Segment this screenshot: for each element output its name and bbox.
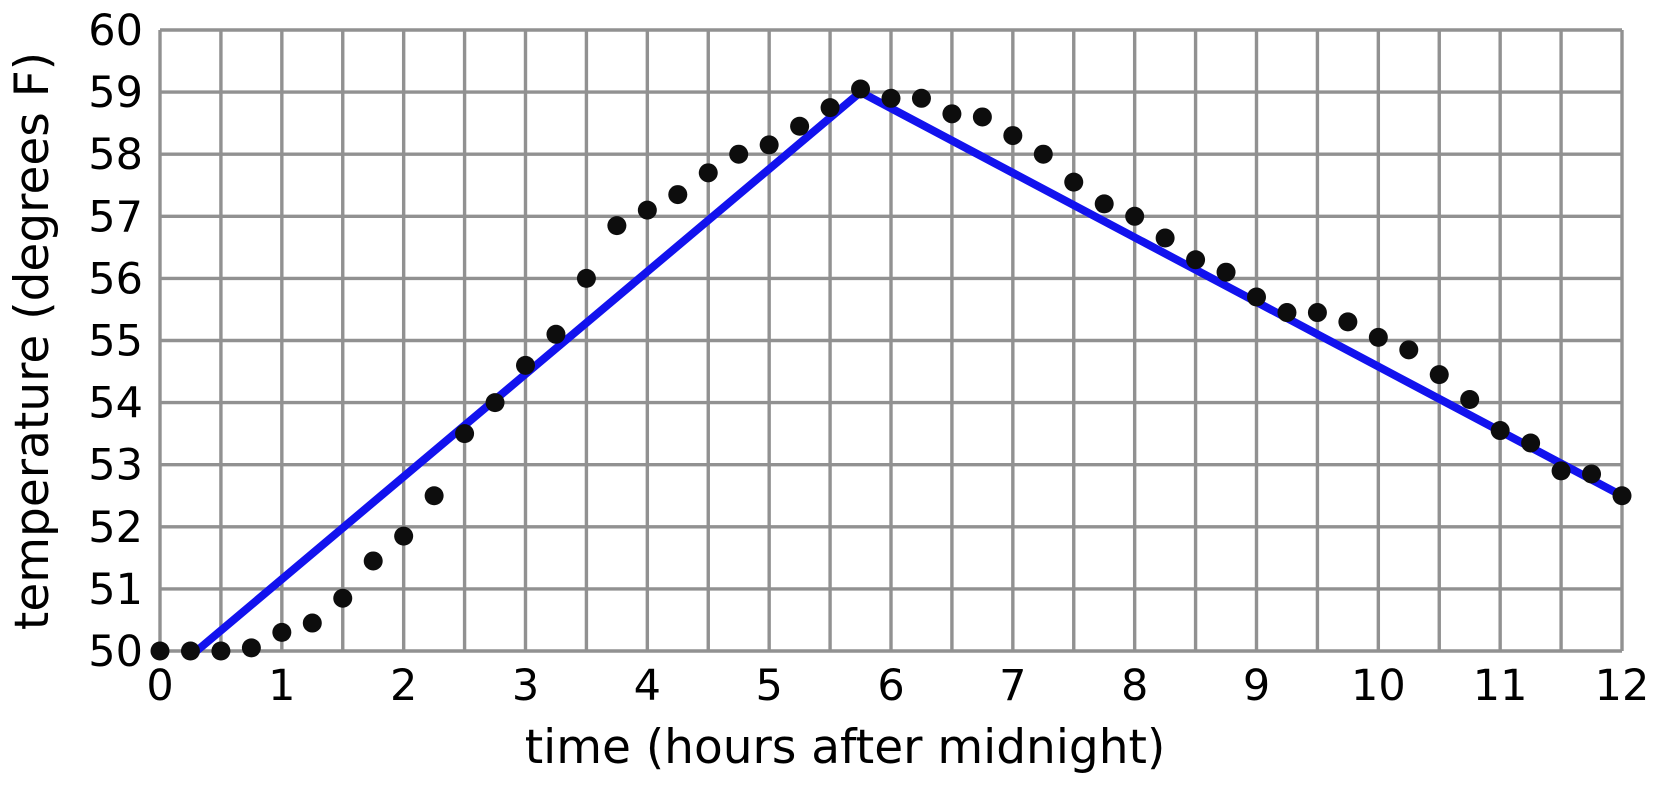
data-point [1094,194,1114,214]
data-point [211,641,231,661]
data-point [1521,433,1541,453]
data-point [881,88,901,108]
data-point [637,200,657,220]
x-tick-label: 8 [1121,661,1148,711]
data-point [1368,327,1388,347]
data-point [546,324,566,344]
x-axis-title: time (hours after midnight) [525,720,1166,775]
x-tick-label: 11 [1473,661,1528,711]
y-tick-label: 52 [88,503,143,553]
data-point [759,135,779,155]
data-point [668,185,688,205]
model-line-layer [193,87,1624,655]
y-tick-label: 60 [88,6,143,56]
data-point [851,79,871,99]
data-point [394,526,414,546]
x-tick-label: 4 [634,661,661,711]
data-point [1551,461,1571,481]
data-point [1338,312,1358,332]
data-point [729,144,749,164]
y-tick-label: 51 [88,565,143,615]
data-point [333,588,353,608]
data-point [150,641,170,661]
data-point [424,486,444,506]
data-point [1003,126,1023,146]
y-tick-label: 57 [88,192,143,242]
data-point [1399,340,1419,360]
data-point [1490,421,1510,441]
data-point [1247,287,1266,307]
x-tick-label: 6 [877,661,904,711]
data-point [302,613,322,633]
x-tick-label: 3 [512,661,539,711]
data-point [1155,228,1175,248]
data-point [698,163,718,183]
x-tick-label: 0 [146,661,173,711]
model-line [193,87,1624,655]
x-tick-label: 5 [755,661,782,711]
y-tick-label: 50 [88,627,143,677]
data-point [363,551,383,571]
data-point [272,622,292,642]
data-point [1064,172,1084,192]
y-tick-label: 53 [88,441,143,491]
y-axis-title: temperature (degrees F) [5,52,60,630]
data-point [972,107,992,127]
data-point [1612,486,1632,506]
data-point [911,88,931,108]
plot-grid [158,28,1624,653]
data-point [241,638,261,658]
y-tick-label: 56 [88,254,143,304]
x-tick-label: 9 [1243,661,1270,711]
y-tick-label: 58 [88,130,143,180]
data-point [1277,303,1297,323]
data-point [455,424,475,444]
data-point [1307,303,1327,323]
data-point [485,393,505,413]
y-tick-label: 54 [88,379,143,429]
x-tick-label: 1 [268,661,295,711]
x-axis-tick-labels: 0 1 2 3 4 5 6 7 8 9 10 11 12 [146,661,1649,711]
data-point [942,104,962,124]
data-point [1216,262,1236,282]
data-point [1582,464,1602,484]
y-axis-tick-labels: 50 51 52 53 54 55 56 57 58 59 60 [88,6,143,677]
data-point [1429,365,1449,385]
y-tick-label: 55 [88,317,143,367]
scatter-points-layer [150,79,1632,661]
data-point [1460,389,1480,409]
x-tick-label: 2 [390,661,417,711]
data-point [1186,250,1206,270]
data-point [516,355,535,375]
data-point [180,641,200,661]
data-point [790,116,810,136]
data-point [576,268,596,288]
x-tick-label: 7 [999,661,1026,711]
data-point [1125,206,1145,226]
y-tick-label: 59 [88,68,143,118]
x-tick-label: 10 [1351,661,1406,711]
data-point [820,98,840,118]
data-point [1033,144,1053,164]
data-point [607,216,627,236]
x-tick-label: 12 [1595,661,1650,711]
